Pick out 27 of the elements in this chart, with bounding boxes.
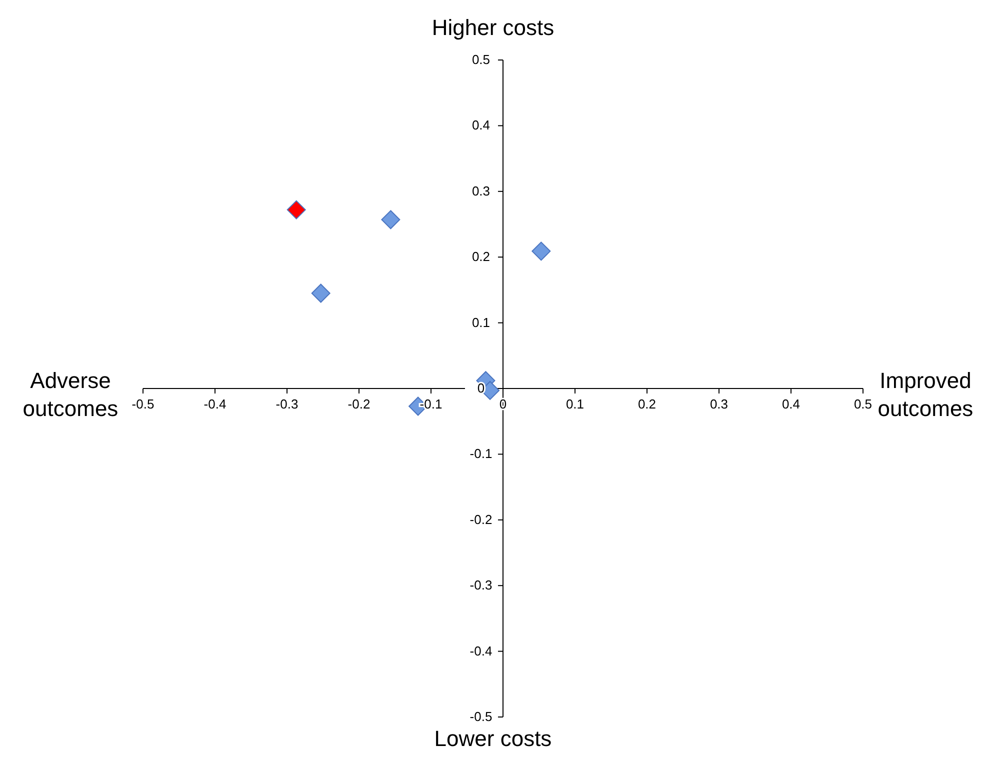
point [381,210,400,230]
y-tick-label: 0.1 [472,314,490,330]
y-tick-label: -0.3 [470,578,492,593]
y-tick-label: 0.3 [472,183,490,198]
x-tick-label: -0.4 [204,396,226,412]
y-tick-label: 0.5 [472,52,490,67]
text: Improved outcomes [878,368,974,420]
y-tick-label: -0.1 [470,446,492,462]
text: Adverse outcomes [22,366,120,422]
x-tick-label: 0.2 [638,396,656,412]
point [286,200,306,220]
y-tick-label: 0.2 [472,249,490,264]
y-tick-label: -0.4 [470,643,492,658]
point [311,284,330,303]
x-tick-label: -0.5 [132,396,154,412]
x-tick-label: 0.4 [782,396,800,412]
y-tick-label: 0.4 [472,118,490,133]
text: Lower costs [433,725,553,753]
x-tick-label: -0.3 [276,396,298,412]
x-tick-label: 0.3 [710,396,728,412]
text: Higher costs [430,14,556,42]
y-tick-label: -0.2 [470,512,492,527]
x-tick-label: -0.2 [348,396,370,412]
x-tick-label: 0.5 [854,396,872,412]
y-tick-label: -0.5 [470,709,492,724]
x-tick-label: 0.1 [566,396,584,412]
point [532,242,551,261]
